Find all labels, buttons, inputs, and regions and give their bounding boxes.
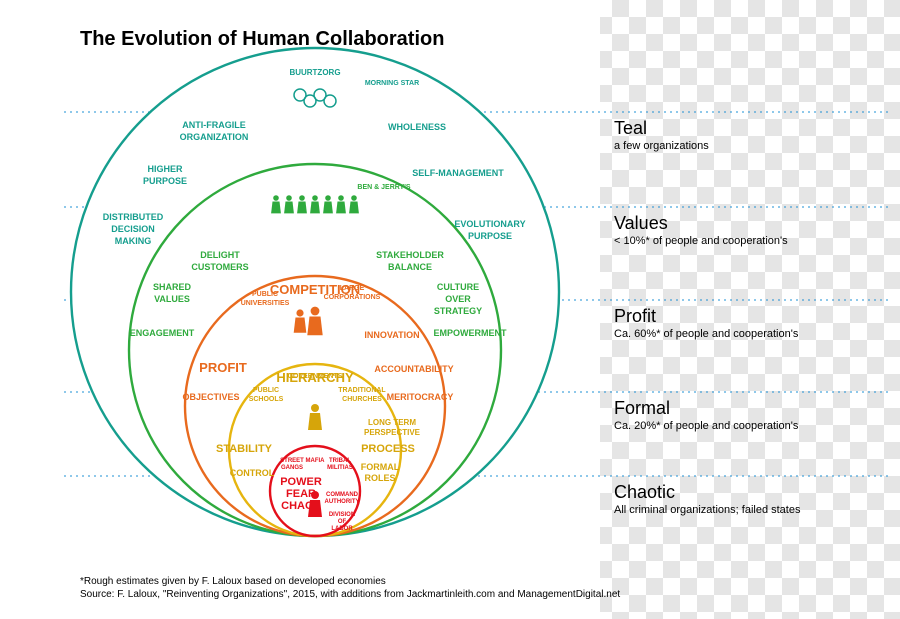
footnote-1: Source: F. Laloux, "Reinventing Organiza… [80, 589, 620, 600]
label-profit-1: UNIVERSITIES [241, 300, 290, 307]
label-chaotic-3: TRIBAL [329, 458, 351, 464]
legend-sub-0: a few organizations [614, 140, 709, 152]
label-teal-0: ANTI-FRAGILE [182, 120, 246, 130]
label-teal-10: PURPOSE [468, 231, 512, 241]
legend-title-4: Chaotic [614, 482, 675, 503]
label-profit-5: PROFIT [199, 360, 247, 375]
label-values-3: BALANCE [388, 262, 432, 272]
label-chaotic-0: STREET [280, 458, 304, 464]
teal-org-buurtzorg: BUURTZORG [289, 68, 340, 77]
values-org-benjerrys: BEN & JERRY'S [357, 184, 410, 191]
label-teal-2: WHOLENESS [388, 122, 446, 132]
label-profit-6: ACCOUNTABILITY [374, 364, 453, 374]
label-teal-6: DISTRIBUTED [103, 212, 164, 222]
label-values-7: OVER [445, 294, 471, 304]
label-chaotic-6: AUTHORITY [325, 499, 360, 505]
label-values-10: EMPOWERMENT [434, 328, 508, 338]
label-chaotic-7: DIVISION [329, 512, 355, 518]
center-label-profit: COMPETITION [270, 282, 360, 297]
label-values-0: DELIGHT [200, 250, 240, 260]
label-teal-8: MAKING [115, 236, 152, 246]
label-teal-5: SELF-MANAGEMENT [412, 168, 504, 178]
label-formal-3: TRADITIONAL [338, 387, 386, 394]
label-formal-11: ROLES [364, 473, 395, 483]
label-teal-1: ORGANIZATION [180, 132, 249, 142]
label-values-2: STAKEHOLDER [376, 250, 444, 260]
legend-sub-1: < 10%* of people and cooperation's [614, 235, 788, 247]
legend-title-2: Profit [614, 306, 656, 327]
label-values-9: ENGAGEMENT [130, 328, 195, 338]
label-formal-4: CHURCHES [342, 396, 382, 403]
label-profit-4: INNOVATION [364, 330, 419, 340]
label-formal-8: PROCESS [361, 443, 415, 455]
legend-sub-3: Ca. 20%* of people and cooperation's [614, 420, 798, 432]
label-profit-8: MERITOCRACY [387, 392, 454, 402]
label-values-8: STRATEGY [434, 306, 482, 316]
footnote-0: *Rough estimates given by F. Laloux base… [80, 576, 386, 587]
center-label-formal: HIERARCHY [276, 370, 354, 385]
label-formal-7: STABILITY [216, 443, 273, 455]
label-formal-9: CONTROL [230, 468, 275, 478]
label-teal-4: PURPOSE [143, 176, 187, 186]
legend-sub-2: Ca. 60%* of people and cooperation's [614, 328, 798, 340]
label-teal-3: HIGHER [147, 164, 183, 174]
diagram-svg: ANTI-FRAGILE ORGANIZATION WHOLENESS HIGHER P… [0, 0, 900, 619]
page-title: The Evolution of Human Collaboration [80, 28, 444, 51]
label-chaotic-5: COMMAND [326, 492, 359, 498]
label-formal-5: LONG TERM [368, 418, 416, 427]
teal-org-morningstar: MORNING STAR [365, 80, 419, 87]
label-values-6: CULTURE [437, 282, 479, 292]
label-chaotic-9: LABOR [331, 526, 353, 532]
label-chaotic-2: MAFIA [306, 458, 326, 464]
legend-title-1: Values [614, 213, 668, 234]
center-label-chaotic-0: POWER [280, 476, 322, 488]
label-teal-7: DECISION [111, 224, 155, 234]
legend-sub-4: All criminal organizations; failed state… [614, 504, 800, 516]
label-formal-10: FORMAL [361, 462, 400, 472]
label-values-1: CUSTOMERS [191, 262, 248, 272]
label-chaotic-1: GANGS [281, 465, 303, 471]
label-formal-2: SCHOOLS [249, 396, 284, 403]
label-profit-7: OBJECTIVES [182, 392, 239, 402]
label-values-4: SHARED [153, 282, 192, 292]
label-teal-9: EVOLUTIONARY [454, 219, 525, 229]
legend-title-3: Formal [614, 398, 670, 419]
label-chaotic-4: MILITIAS [327, 465, 353, 471]
label-values-5: VALUES [154, 294, 190, 304]
label-chaotic-8: OF [338, 519, 347, 525]
label-formal-1: PUBLIC [253, 387, 279, 394]
legend-title-0: Teal [614, 118, 647, 139]
label-formal-6: PERSPECTIVE [364, 428, 421, 437]
